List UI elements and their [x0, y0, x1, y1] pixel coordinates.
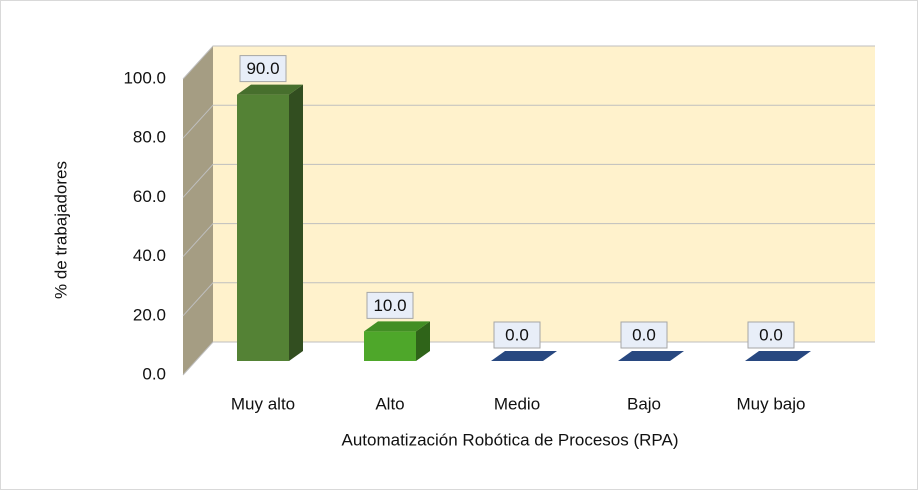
side-wall: [183, 46, 213, 375]
grid-line: [182, 163, 875, 198]
x-tick-label: Bajo: [627, 394, 661, 413]
value-label-box: [620, 321, 668, 349]
grid-line: [182, 45, 875, 80]
y-tick-label: 100.0: [123, 68, 166, 87]
bar-face: [237, 84, 303, 95]
value-label: 0.0: [759, 325, 783, 344]
y-tick-label: 80.0: [133, 128, 166, 147]
x-axis-title: Automatización Robótica de Procesos (RPA…: [341, 430, 678, 449]
value-label-box: [366, 291, 414, 319]
value-label: 90.0: [246, 59, 279, 78]
bar: [745, 351, 811, 361]
bar-face: [745, 351, 811, 361]
bar: [364, 321, 430, 361]
x-tick-label: Muy alto: [231, 394, 295, 413]
x-tick-label: Medio: [494, 394, 540, 413]
x-tick-label: Alto: [375, 394, 404, 413]
grid-line: [182, 282, 875, 317]
value-label: 10.0: [373, 296, 406, 315]
y-tick-label: 40.0: [133, 246, 166, 265]
bar: [491, 351, 557, 361]
bar-face: [416, 321, 430, 361]
y-tick-label: 60.0: [133, 187, 166, 206]
bar: [237, 84, 303, 361]
back-wall: [213, 46, 875, 342]
y-tick-label: 20.0: [133, 305, 166, 324]
bar-face: [364, 321, 430, 332]
value-label-box: [747, 321, 795, 349]
bar-face: [289, 84, 303, 361]
bar-face: [491, 351, 557, 361]
value-label: 0.0: [505, 325, 529, 344]
bar-face: [237, 94, 289, 361]
y-tick-label: 0.0: [142, 364, 166, 383]
grid-line: [182, 223, 875, 257]
grid-line: [182, 104, 875, 139]
value-label-box: [493, 321, 541, 349]
bar-face: [364, 331, 416, 361]
bar-face: [618, 351, 684, 361]
y-axis-title: % de trabajadores: [51, 161, 70, 299]
bar: [618, 351, 684, 361]
x-tick-label: Muy bajo: [737, 394, 806, 413]
value-label: 0.0: [632, 325, 656, 344]
value-label-box: [239, 55, 287, 83]
